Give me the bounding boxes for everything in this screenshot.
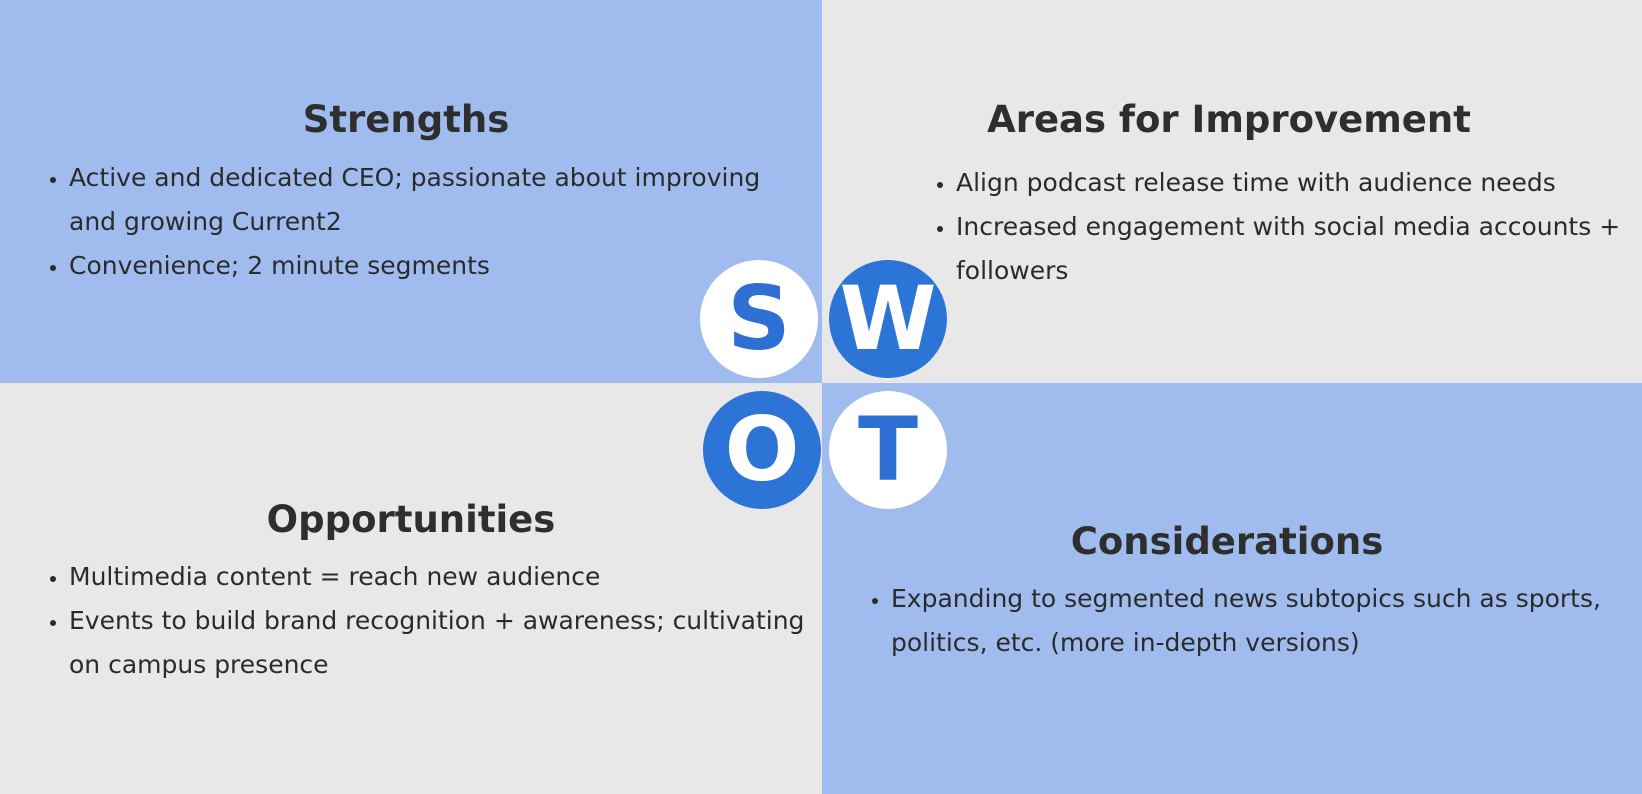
considerations-list: Expanding to segmented news subtopics su… xyxy=(867,577,1631,665)
list-item: Align podcast release time with audience… xyxy=(956,161,1642,205)
list-item: Multimedia content = reach new audience xyxy=(69,555,829,599)
list-item: Active and dedicated CEO; passionate abo… xyxy=(69,156,804,244)
list-item: Convenience; 2 minute segments xyxy=(69,244,804,288)
improvement-list: Align podcast release time with audience… xyxy=(932,161,1642,293)
list-item: Events to build brand recognition + awar… xyxy=(69,599,829,687)
letter-t-circle: T xyxy=(829,391,947,509)
letter-o-circle: O xyxy=(703,391,821,509)
letter-s-circle: S xyxy=(700,260,818,378)
improvement-quadrant: Areas for Improvement Align podcast rele… xyxy=(822,0,1642,383)
list-item: Expanding to segmented news subtopics su… xyxy=(891,577,1631,665)
considerations-quadrant: Considerations Expanding to segmented ne… xyxy=(822,383,1642,794)
letter-w-circle: W xyxy=(829,260,947,378)
considerations-title: Considerations xyxy=(1070,520,1384,563)
strengths-title: Strengths xyxy=(302,98,510,141)
opportunities-title: Opportunities xyxy=(266,498,556,541)
opportunities-list: Multimedia content = reach new audience … xyxy=(45,555,829,687)
strengths-quadrant: Strengths Active and dedicated CEO; pass… xyxy=(0,0,822,383)
list-item: Increased engagement with social media a… xyxy=(956,205,1642,293)
improvement-title: Areas for Improvement xyxy=(987,98,1471,141)
strengths-list: Active and dedicated CEO; passionate abo… xyxy=(45,156,804,288)
opportunities-quadrant: Opportunities Multimedia content = reach… xyxy=(0,383,822,794)
